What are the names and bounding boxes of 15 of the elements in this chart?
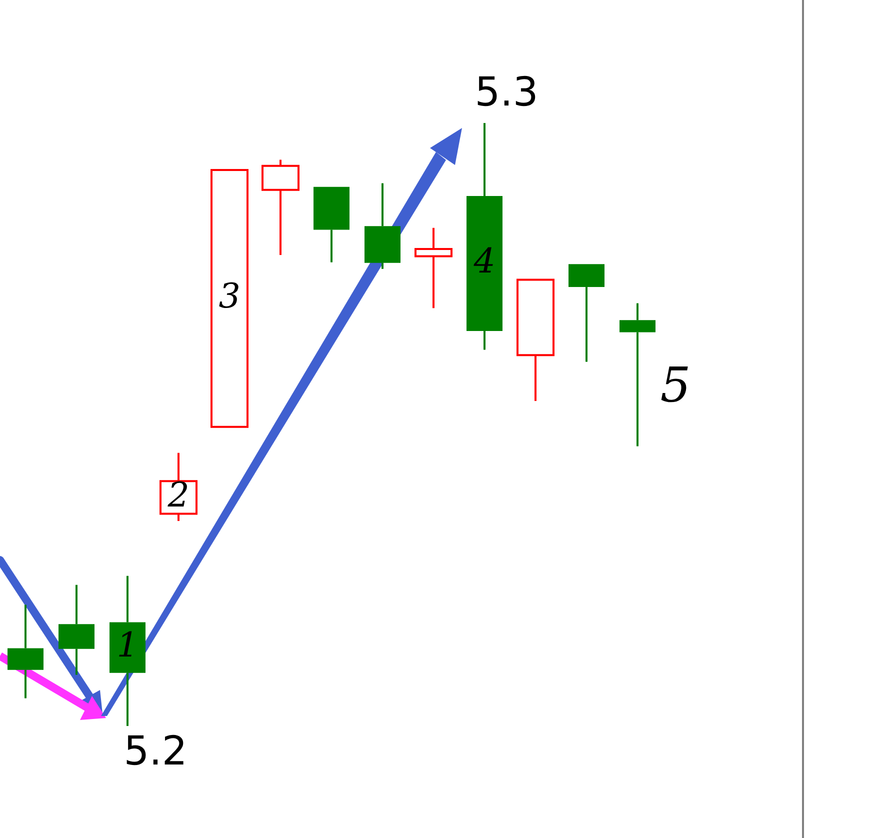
annotation: 5 xyxy=(660,358,691,414)
candlestick xyxy=(568,264,604,363)
annotation: 4 xyxy=(472,241,496,282)
annotation: 1 xyxy=(116,625,138,666)
candlestick xyxy=(364,182,400,270)
candlestick xyxy=(466,122,502,351)
candlestick xyxy=(110,574,146,727)
candlestick xyxy=(314,186,350,264)
text: 5.2 xyxy=(124,728,188,774)
candlestick xyxy=(620,302,656,448)
candlestick xyxy=(58,584,94,676)
annotation: 2 xyxy=(166,475,190,516)
candlestick xyxy=(8,604,44,700)
annotation: 3 xyxy=(218,276,240,316)
text: 5.3 xyxy=(474,69,538,116)
